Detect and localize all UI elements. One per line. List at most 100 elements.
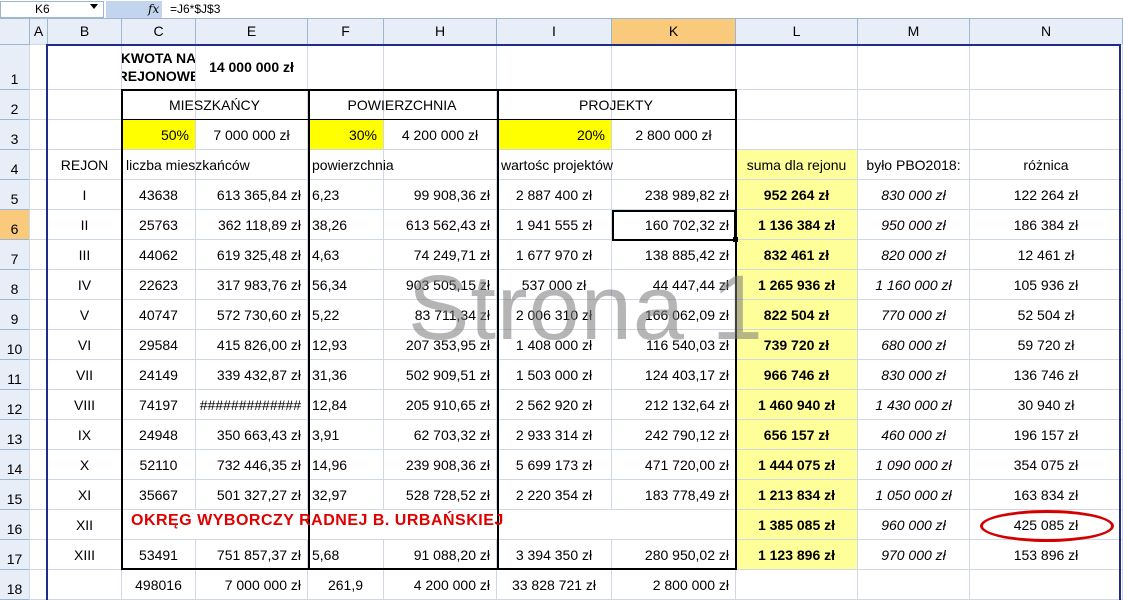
pct-mieszkancy[interactable]: 50% — [122, 120, 195, 149]
name-box[interactable]: K6 — [0, 1, 104, 18]
mieszkancy-amount[interactable]: 415 826,00 zł — [216, 336, 301, 353]
projekty-amount[interactable]: 44 447,44 zł — [652, 276, 729, 293]
header-pow[interactable]: powierzchnia — [312, 156, 394, 173]
powierzchnia-value[interactable]: 3,91 — [312, 426, 340, 443]
rejon-cell[interactable]: II — [80, 216, 89, 233]
powierzchnia-amount[interactable]: 613 562,43 zł — [405, 216, 490, 233]
projekty-value[interactable]: 5 699 173 zł — [515, 456, 593, 473]
projekty-value[interactable]: 2 220 354 zł — [515, 486, 593, 503]
rejon-cell[interactable]: XIII — [73, 546, 95, 563]
row-header-12[interactable]: 12 — [0, 390, 30, 420]
column-header-f[interactable]: F — [308, 19, 384, 44]
fx-icon[interactable]: fx — [148, 2, 160, 16]
total-powierzchnia[interactable]: 261,9 — [327, 576, 364, 593]
bylo-pbo2018[interactable]: 830 000 zł — [881, 186, 946, 203]
powierzchnia-value[interactable]: 32,97 — [312, 486, 348, 503]
mieszkancy-count[interactable]: 35667 — [139, 486, 178, 503]
total-powierzchnia-amount[interactable]: 4 200 000 zł — [413, 576, 490, 593]
powierzchnia-value[interactable]: 12,84 — [312, 396, 348, 413]
mieszkancy-amount[interactable]: 350 663,43 zł — [216, 426, 301, 443]
pct-powierzchnia[interactable]: 30% — [308, 120, 383, 149]
row-header-10[interactable]: 10 — [0, 330, 30, 360]
powierzchnia-amount[interactable]: 83 711,34 zł — [414, 306, 490, 323]
total-mieszkancy[interactable]: 498016 — [135, 576, 182, 593]
suma-rejonu[interactable]: 832 461 zł — [736, 240, 857, 269]
powierzchnia-value[interactable]: 31,36 — [312, 366, 348, 383]
mieszkancy-count[interactable]: 74197 — [139, 396, 178, 413]
bylo-pbo2018[interactable]: 1 160 000 zł — [875, 276, 952, 293]
projekty-amount[interactable]: 242 790,12 zł — [644, 426, 729, 443]
pct-projekty[interactable]: 20% — [497, 120, 611, 149]
column-header-c[interactable]: C — [122, 19, 196, 44]
column-header-i[interactable]: I — [497, 19, 612, 44]
mieszkancy-amount[interactable]: 339 432,87 zł — [216, 366, 301, 383]
row-header-8[interactable]: 8 — [0, 270, 30, 300]
row-header-5[interactable]: 5 — [0, 180, 30, 210]
powierzchnia-value[interactable]: 6,23 — [312, 186, 340, 203]
powierzchnia-value[interactable]: 5,22 — [312, 306, 340, 323]
projekty-value[interactable]: 1 941 555 zł — [515, 216, 593, 233]
rejon-cell[interactable]: VIII — [73, 396, 95, 413]
projekty-value[interactable]: 1 677 970 zł — [515, 246, 593, 263]
row-header-15[interactable]: 15 — [0, 480, 30, 510]
mieszkancy-count[interactable]: 40747 — [139, 306, 178, 323]
column-header-h[interactable]: H — [384, 19, 497, 44]
rejon-cell[interactable]: X — [79, 456, 90, 473]
suma-rejonu[interactable]: 739 720 zł — [736, 330, 857, 359]
spreadsheet-grid[interactable]: KWOTA NA REJONOWE 14 000 000 zł MIESZKAŃCY… — [29, 44, 1123, 600]
projekty-value[interactable]: 3 394 350 zł — [515, 546, 593, 563]
row-header-17[interactable]: 17 — [0, 540, 30, 570]
merged-note-cell[interactable] — [122, 510, 735, 539]
row-header-7[interactable]: 7 — [0, 240, 30, 270]
bylo-pbo2018[interactable]: 960 000 zł — [881, 516, 946, 533]
mieszkancy-count[interactable]: 25763 — [139, 216, 178, 233]
suma-rejonu[interactable]: 1 136 384 zł — [736, 210, 857, 239]
row-header-2[interactable]: 2 — [0, 90, 30, 120]
roznica-value[interactable]: 30 940 zł — [1017, 396, 1075, 413]
roznica-value[interactable]: 354 075 zł — [1013, 456, 1079, 473]
header-wartosc[interactable]: wartośc projektów — [501, 156, 614, 173]
row-header-6[interactable]: 6 — [0, 210, 30, 240]
rejon-cell[interactable]: III — [78, 246, 91, 263]
projekty-value[interactable]: 2 562 920 zł — [515, 396, 593, 413]
powierzchnia-value[interactable]: 4,63 — [312, 246, 340, 263]
kwota-value[interactable]: 14 000 000 zł — [209, 59, 294, 75]
mieszkancy-amount[interactable]: 732 446,35 zł — [216, 456, 301, 473]
select-all-corner[interactable] — [0, 19, 30, 45]
fill-handle[interactable] — [733, 237, 738, 242]
bylo-pbo2018[interactable]: 680 000 zł — [881, 336, 946, 353]
column-header-l[interactable]: L — [736, 19, 858, 44]
rejon-cell[interactable]: XII — [75, 516, 94, 533]
bylo-pbo2018[interactable]: 970 000 zł — [881, 546, 946, 563]
powierzchnia-amount[interactable]: 99 908,36 zł — [413, 186, 490, 203]
roznica-value[interactable]: 136 746 zł — [1013, 366, 1079, 383]
projekty-amount[interactable]: 116 540,03 zł — [645, 336, 729, 353]
suma-rejonu[interactable]: 1 444 075 zł — [736, 450, 857, 479]
roznica-value[interactable]: 105 936 zł — [1013, 276, 1079, 293]
mieszkancy-count[interactable]: 22623 — [139, 276, 178, 293]
rejon-cell[interactable]: V — [79, 306, 90, 323]
projekty-amount[interactable]: 471 720,00 zł — [644, 456, 729, 473]
projekty-amount[interactable]: 212 132,64 zł — [644, 396, 729, 413]
mieszkancy-count[interactable]: 24149 — [139, 366, 178, 383]
rejon-cell[interactable]: IX — [77, 426, 92, 443]
suma-rejonu[interactable]: 822 504 zł — [736, 300, 857, 329]
projekty-amount[interactable]: 183 778,49 zł — [644, 486, 729, 503]
mieszkancy-amount[interactable]: 572 730,60 zł — [216, 306, 301, 323]
mieszkancy-amount[interactable]: 619 325,48 zł — [216, 246, 301, 263]
projekty-amount[interactable]: 166 062,09 zł — [644, 306, 729, 323]
mieszkancy-count[interactable]: 44062 — [139, 246, 178, 263]
projekty-amount[interactable]: 138 885,42 zł — [644, 246, 729, 263]
column-header-n[interactable]: N — [970, 19, 1123, 44]
row-header-1[interactable]: 1 — [0, 45, 30, 90]
mieszkancy-count[interactable]: 43638 — [139, 186, 178, 203]
suma-rejonu[interactable]: 952 264 zł — [736, 180, 857, 209]
powierzchnia-amount[interactable]: 207 353,95 zł — [405, 336, 490, 353]
header-projekty[interactable]: PROJEKTY — [579, 96, 653, 113]
projekty-amount[interactable]: 238 989,82 zł — [644, 186, 729, 203]
powierzchnia-value[interactable]: 5,68 — [312, 546, 340, 563]
rejon-cell[interactable]: I — [82, 186, 87, 203]
mieszkancy-amount[interactable]: 362 118,89 zł — [217, 216, 301, 233]
suma-rejonu[interactable]: 966 746 zł — [736, 360, 857, 389]
suma-rejonu[interactable]: 1 123 896 zł — [736, 540, 857, 569]
